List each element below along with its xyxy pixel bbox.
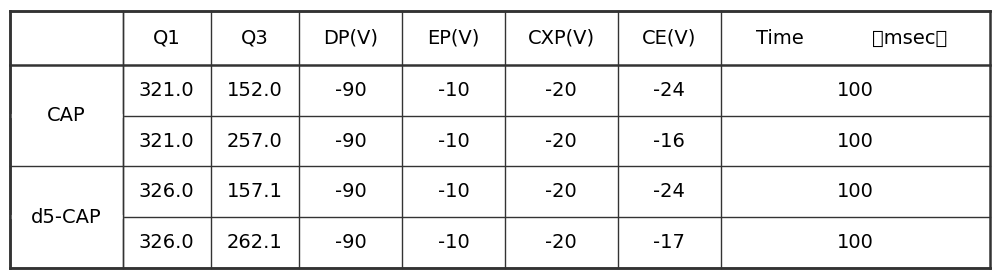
Text: 100: 100 (837, 233, 874, 252)
Text: 100: 100 (837, 182, 874, 201)
Text: DP(V): DP(V) (323, 29, 378, 48)
Text: 100: 100 (837, 81, 874, 100)
Text: -20: -20 (545, 182, 577, 201)
Text: -90: -90 (335, 182, 366, 201)
Text: -90: -90 (335, 132, 366, 151)
Text: -10: -10 (438, 182, 469, 201)
Text: 326.0: 326.0 (139, 182, 195, 201)
Text: Q1: Q1 (153, 29, 181, 48)
Text: 321.0: 321.0 (139, 81, 195, 100)
Text: 321.0: 321.0 (139, 132, 195, 151)
Text: d5-CAP: d5-CAP (31, 208, 102, 227)
Text: -90: -90 (335, 233, 366, 252)
Text: EP(V): EP(V) (427, 29, 480, 48)
Text: 257.0: 257.0 (227, 132, 283, 151)
Text: CXP(V): CXP(V) (528, 29, 595, 48)
Text: -17: -17 (653, 233, 685, 252)
Text: 152.0: 152.0 (227, 81, 283, 100)
Text: -20: -20 (545, 81, 577, 100)
Text: CAP: CAP (47, 106, 86, 125)
Text: -16: -16 (653, 132, 685, 151)
Text: CE(V): CE(V) (642, 29, 696, 48)
Text: 157.1: 157.1 (227, 182, 283, 201)
Text: -90: -90 (335, 81, 366, 100)
Text: 326.0: 326.0 (139, 233, 195, 252)
Text: -10: -10 (438, 233, 469, 252)
Text: （msec）: （msec） (872, 29, 947, 48)
Text: Q3: Q3 (241, 29, 269, 48)
Text: -20: -20 (545, 132, 577, 151)
Text: 100: 100 (837, 132, 874, 151)
Text: 262.1: 262.1 (227, 233, 283, 252)
Text: -24: -24 (653, 182, 685, 201)
Text: -20: -20 (545, 233, 577, 252)
Text: -24: -24 (653, 81, 685, 100)
Text: -10: -10 (438, 132, 469, 151)
Text: Time: Time (756, 29, 804, 48)
Text: -10: -10 (438, 81, 469, 100)
